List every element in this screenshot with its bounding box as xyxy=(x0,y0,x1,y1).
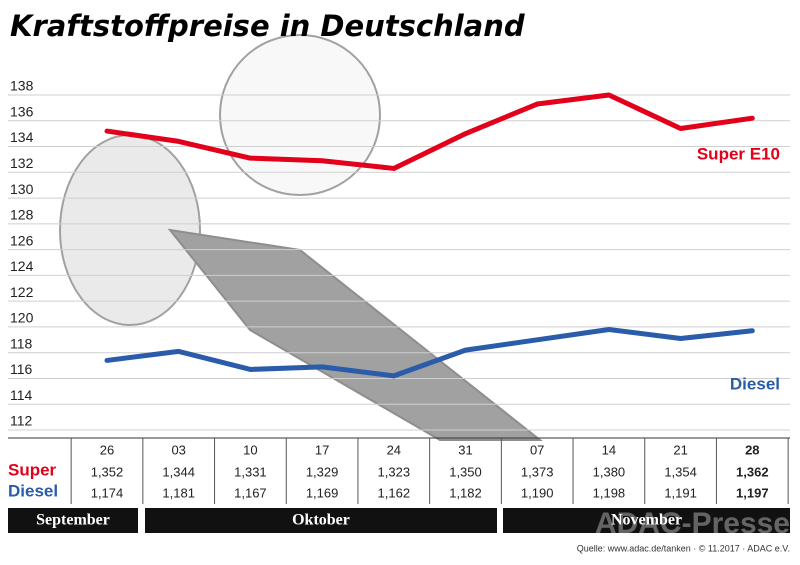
value-label: 1,197 xyxy=(736,485,769,500)
source: Quelle: www.adac.de/tanken · © 11.2017 ·… xyxy=(577,543,790,553)
row-label: Super xyxy=(8,460,57,479)
value-label: 1,350 xyxy=(449,464,482,479)
y-tick-label: 124 xyxy=(10,258,34,274)
y-tick-label: 126 xyxy=(10,232,34,248)
y-tick-label: 114 xyxy=(10,387,33,403)
month-bar xyxy=(145,508,497,533)
value-label: 1,344 xyxy=(162,464,195,479)
y-tick-label: 132 xyxy=(10,155,34,171)
y-tick-label: 118 xyxy=(10,335,33,351)
value-label: 1,167 xyxy=(234,485,267,500)
pump-illustration xyxy=(59,34,543,441)
watermark: ADAC-Presse xyxy=(595,507,790,540)
month-bar xyxy=(8,508,138,533)
row-label: Diesel xyxy=(8,481,58,500)
x-tick-label: 26 xyxy=(100,442,114,457)
line-series xyxy=(104,327,755,379)
y-tick-label: 136 xyxy=(10,103,34,119)
x-tick-label: 28 xyxy=(745,442,759,457)
legend-label: Diesel xyxy=(730,374,780,393)
value-label: 1,191 xyxy=(664,485,697,500)
x-tick-label: 14 xyxy=(602,442,616,457)
y-tick-label: 134 xyxy=(10,129,34,145)
value-label: 1,181 xyxy=(162,485,195,500)
line-series xyxy=(104,92,755,171)
legend-label: Super E10 xyxy=(697,144,780,163)
value-label: 1,190 xyxy=(521,485,554,500)
chart-title: Kraftstoffpreise in Deutschland xyxy=(10,9,525,43)
y-tick-label: 128 xyxy=(10,207,34,223)
value-label: 1,352 xyxy=(91,464,124,479)
y-tick-label: 130 xyxy=(10,181,34,197)
value-label: 1,174 xyxy=(91,485,124,500)
y-tick-label: 122 xyxy=(10,284,34,300)
x-tick-label: 31 xyxy=(458,442,472,457)
month-label: November xyxy=(611,512,682,529)
value-label: 1,329 xyxy=(306,464,339,479)
month-label: September xyxy=(36,512,110,529)
value-label: 1,354 xyxy=(664,464,697,479)
y-tick-label: 116 xyxy=(10,361,33,377)
x-tick-label: 17 xyxy=(315,442,329,457)
value-label: 1,362 xyxy=(736,464,769,479)
y-tick-label: 112 xyxy=(10,413,33,429)
month-label: Oktober xyxy=(292,512,350,529)
x-tick-label: 10 xyxy=(243,442,257,457)
value-label: 1,182 xyxy=(449,485,482,500)
x-tick-label: 24 xyxy=(387,442,401,457)
y-tick-label: 138 xyxy=(10,78,34,94)
x-tick-label: 03 xyxy=(171,442,185,457)
value-label: 1,323 xyxy=(378,464,411,479)
value-label: 1,331 xyxy=(234,464,267,479)
value-label: 1,169 xyxy=(306,485,339,500)
value-label: 1,162 xyxy=(378,485,411,500)
y-tick-label: 120 xyxy=(10,310,34,326)
month-bar xyxy=(503,508,790,533)
x-tick-label: 21 xyxy=(673,442,687,457)
value-label: 1,380 xyxy=(593,464,626,479)
x-tick-label: 07 xyxy=(530,442,544,457)
value-label: 1,198 xyxy=(593,485,626,500)
value-label: 1,373 xyxy=(521,464,554,479)
